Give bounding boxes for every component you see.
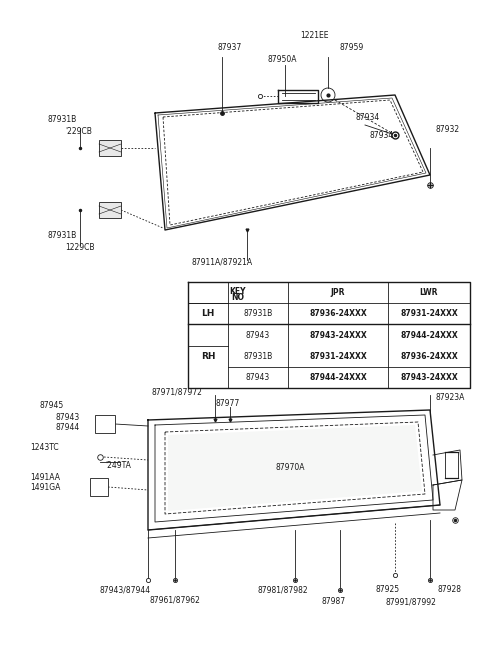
Text: 87943/87944: 87943/87944: [100, 585, 151, 595]
FancyBboxPatch shape: [95, 415, 115, 433]
FancyBboxPatch shape: [99, 140, 121, 156]
Text: 87971/87972: 87971/87972: [152, 388, 203, 397]
Text: 87934: 87934: [355, 114, 379, 122]
Text: 87931B: 87931B: [48, 231, 77, 240]
Text: LWR: LWR: [420, 288, 438, 297]
Text: 87991/87992: 87991/87992: [385, 597, 436, 606]
Text: 87932: 87932: [435, 125, 459, 135]
Text: 87950A: 87950A: [268, 55, 298, 64]
Text: 87961/87962: 87961/87962: [150, 595, 201, 604]
Text: 87931B: 87931B: [243, 351, 273, 361]
Text: 87944-24XXX: 87944-24XXX: [400, 330, 458, 340]
Text: '229CB: '229CB: [65, 127, 92, 137]
Text: 87928: 87928: [437, 585, 461, 595]
Text: RH: RH: [201, 351, 215, 361]
FancyBboxPatch shape: [90, 478, 108, 496]
Text: 87934: 87934: [370, 131, 394, 139]
Text: 87981/87982: 87981/87982: [258, 585, 309, 595]
Text: 1229CB: 1229CB: [65, 244, 95, 252]
Text: 87944: 87944: [55, 424, 79, 432]
Text: 87936-24XXX: 87936-24XXX: [309, 309, 367, 318]
Text: 87943-24XXX: 87943-24XXX: [400, 373, 458, 382]
Text: 87936-24XXX: 87936-24XXX: [400, 351, 458, 361]
Text: 1491AA: 1491AA: [30, 472, 60, 482]
Text: 87931B: 87931B: [243, 309, 273, 318]
Text: 1491GA: 1491GA: [30, 484, 60, 493]
Text: 87937: 87937: [218, 43, 242, 53]
Text: 1221EE: 1221EE: [300, 30, 328, 39]
Text: 87959: 87959: [340, 43, 364, 53]
Text: 87931-24XXX: 87931-24XXX: [309, 351, 367, 361]
Text: 87945: 87945: [40, 401, 64, 411]
Text: 87943: 87943: [55, 413, 79, 422]
Text: 87943: 87943: [246, 373, 270, 382]
Text: 87931B: 87931B: [48, 116, 77, 124]
Text: 87944-24XXX: 87944-24XXX: [309, 373, 367, 382]
Text: JPR: JPR: [331, 288, 345, 297]
Text: 87977: 87977: [215, 399, 239, 407]
Text: 87923A: 87923A: [435, 392, 464, 401]
Text: '249TA: '249TA: [105, 461, 131, 470]
Text: 87931-24XXX: 87931-24XXX: [400, 309, 458, 318]
Text: 87987: 87987: [322, 597, 346, 606]
Polygon shape: [168, 425, 422, 511]
Text: LH: LH: [201, 309, 215, 318]
Text: KEY: KEY: [230, 287, 246, 296]
Text: 87970A: 87970A: [275, 463, 304, 472]
FancyBboxPatch shape: [99, 202, 121, 218]
Text: NO: NO: [231, 293, 244, 302]
Text: 87911A/87921A: 87911A/87921A: [192, 258, 253, 267]
Text: 87925: 87925: [375, 585, 399, 595]
Text: 87943: 87943: [246, 330, 270, 340]
Text: 1243TC: 1243TC: [30, 443, 59, 451]
Text: 87943-24XXX: 87943-24XXX: [309, 330, 367, 340]
